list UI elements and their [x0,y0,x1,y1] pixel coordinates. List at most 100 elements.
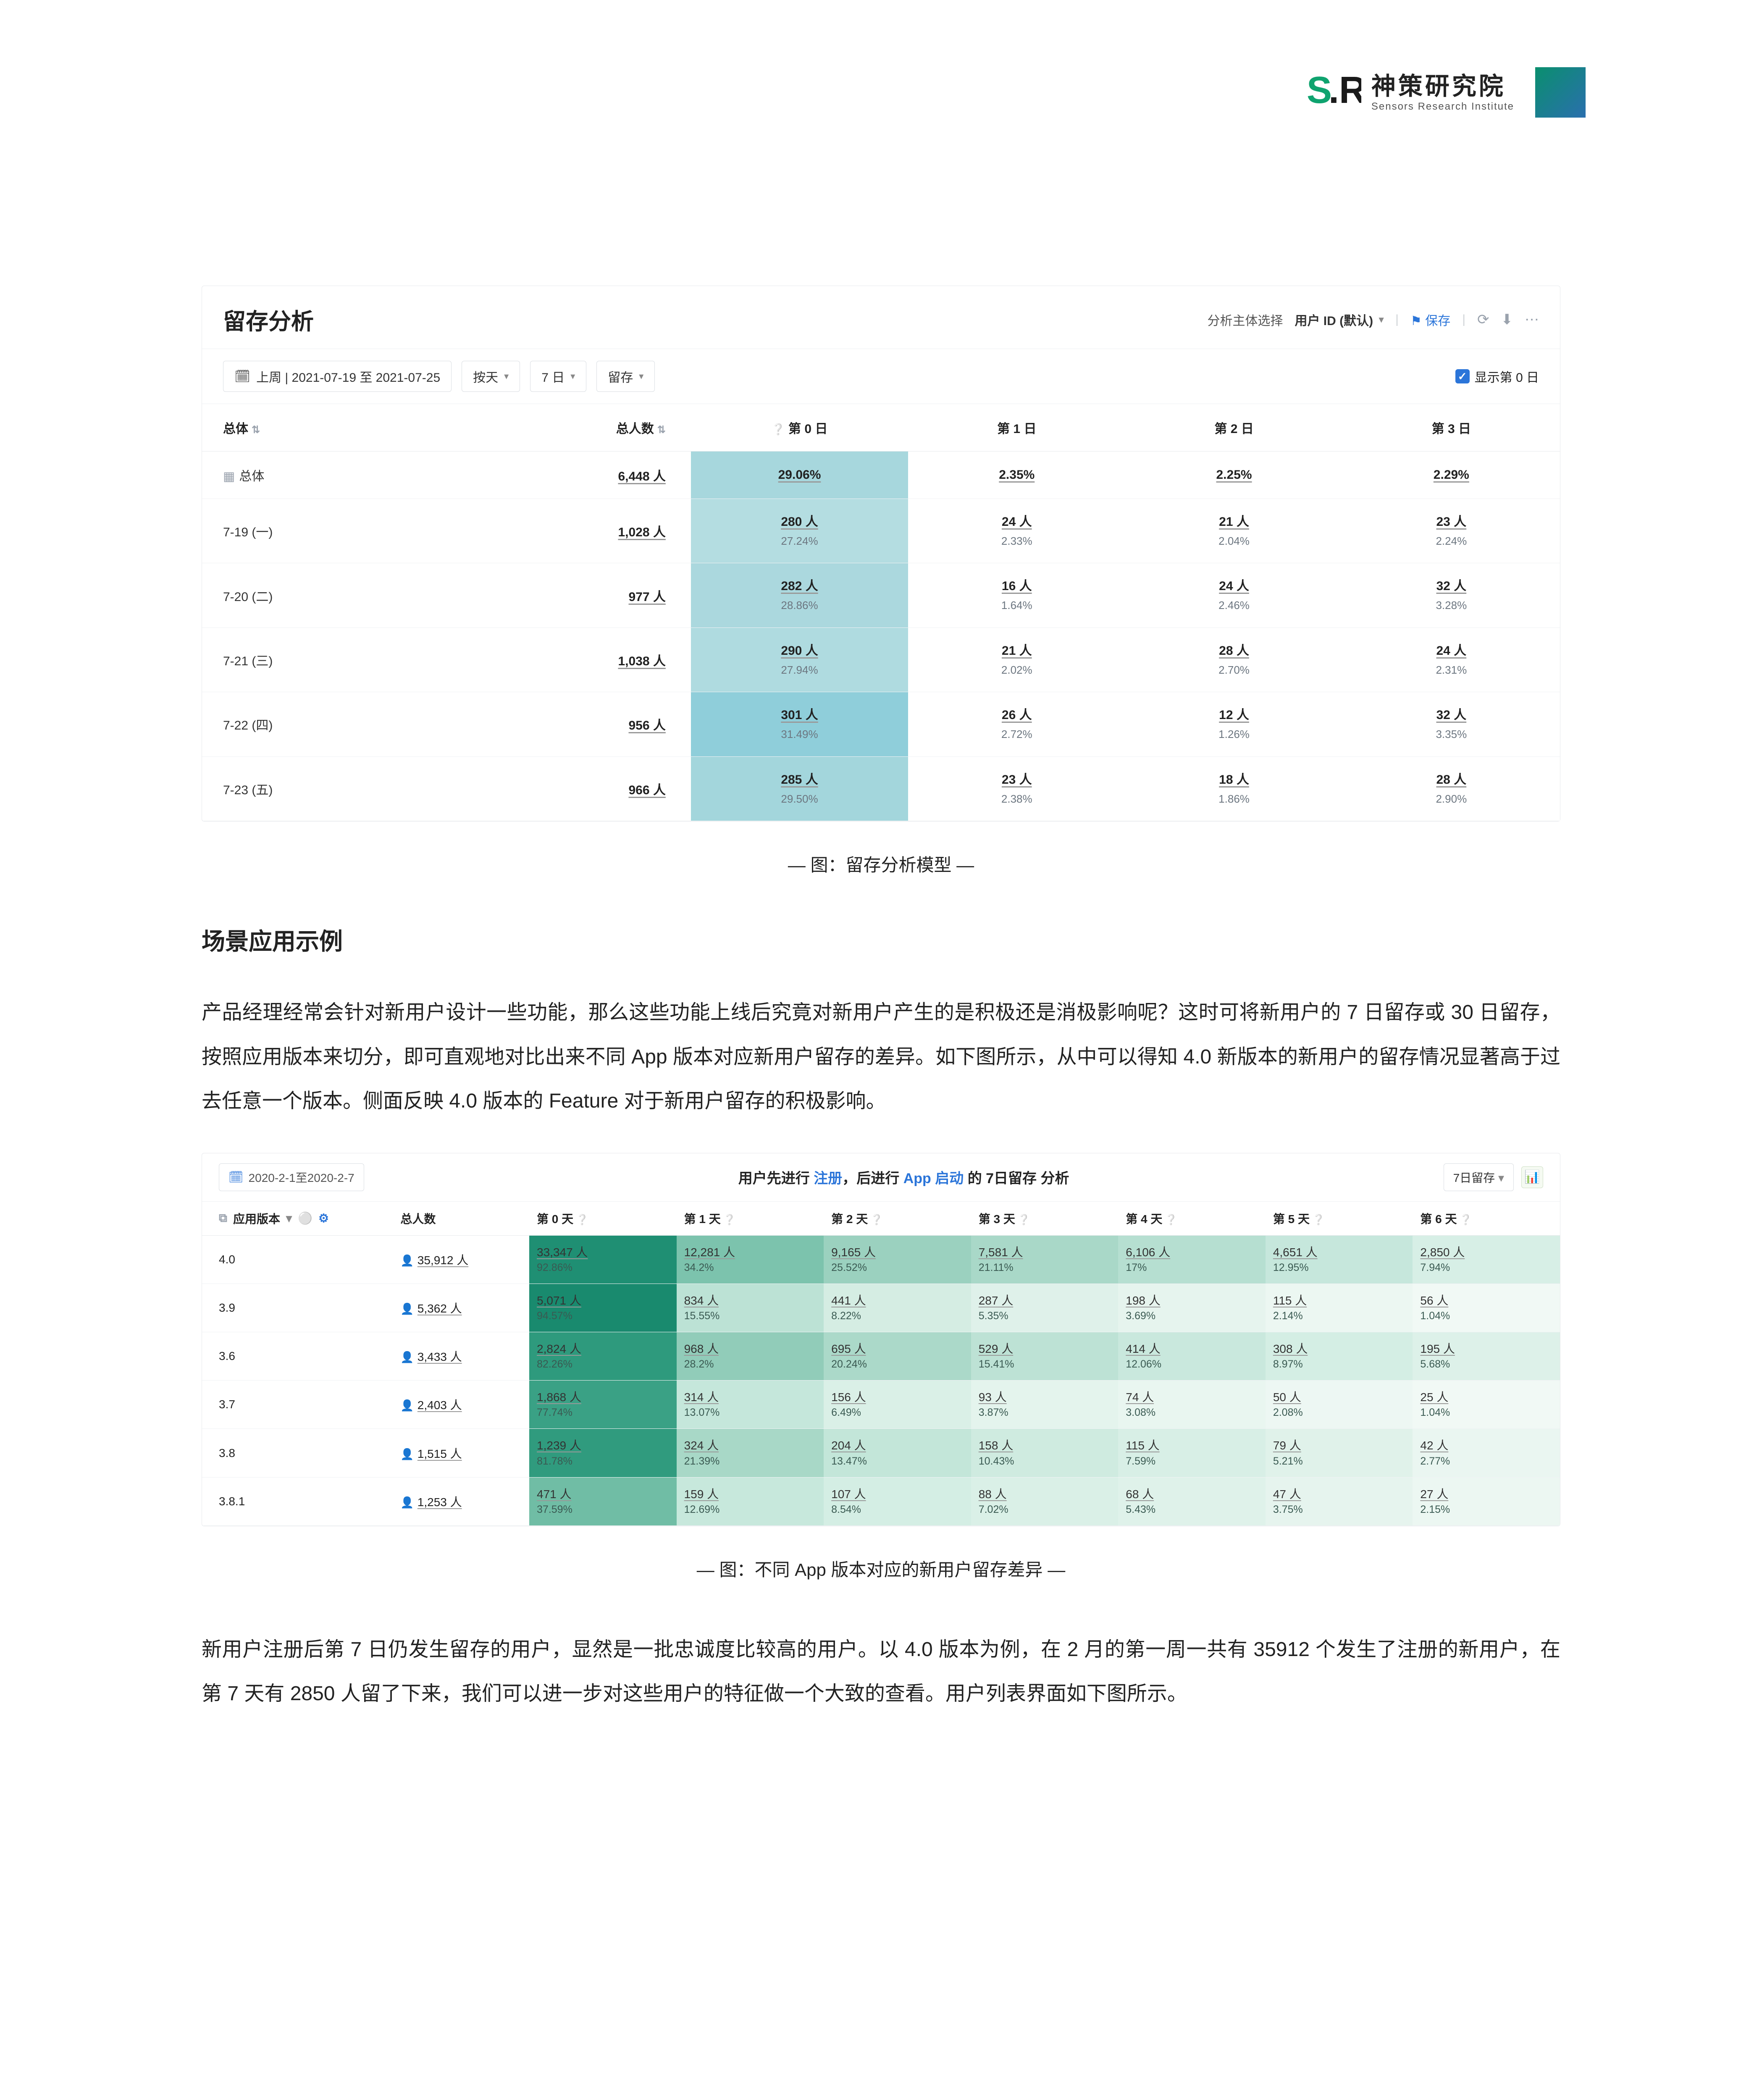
retention-cell[interactable]: 115 人2.14% [1266,1284,1413,1332]
row-total[interactable]: 977 人 [474,563,691,627]
retention-cell[interactable]: 5,071 人94.57% [529,1284,677,1332]
retention-cell[interactable]: 314 人13.07% [677,1381,824,1429]
gear-icon[interactable]: ⚙ [318,1211,329,1225]
version-cell[interactable]: 4.0 [202,1235,393,1284]
retention-cell[interactable]: 24 人2.33% [908,499,1125,563]
row-total[interactable]: 966 人 [474,756,691,821]
version-total[interactable]: 👤1,515 人 [393,1429,529,1477]
retention-cell[interactable]: 32 人3.35% [1343,692,1560,756]
version-cell[interactable]: 3.7 [202,1381,393,1429]
retention-cell[interactable]: 50 人2.08% [1266,1381,1413,1429]
retention-cell[interactable]: 1,239 人81.78% [529,1429,677,1477]
row-label[interactable]: ▦总体 [202,452,474,499]
retention-cell[interactable]: 308 人8.97% [1266,1332,1413,1381]
col-d3[interactable]: 第 3 天❔ [971,1202,1119,1236]
retention-cell[interactable]: 79 人5.21% [1266,1429,1413,1477]
retention-cell[interactable]: 290 人27.94% [691,627,908,692]
version-total[interactable]: 👤1,253 人 [393,1477,529,1525]
retention-cell[interactable]: 2.35% [908,452,1125,499]
retention-cell[interactable]: 23 人2.24% [1343,499,1560,563]
col-day3[interactable]: 第 3 日 [1343,404,1560,452]
retention-cell[interactable]: 414 人12.06% [1118,1332,1266,1381]
version-total[interactable]: 👤2,403 人 [393,1381,529,1429]
retention-cell[interactable]: 156 人6.49% [824,1381,971,1429]
version-cell[interactable]: 3.6 [202,1332,393,1381]
retention-cell[interactable]: 12 人1.26% [1125,692,1342,756]
retention-cell[interactable]: 74 人3.08% [1118,1381,1266,1429]
retention-cell[interactable]: 285 人29.50% [691,756,908,821]
retention-cell[interactable]: 195 人5.68% [1413,1332,1560,1381]
col-day2[interactable]: 第 2 日 [1125,404,1342,452]
retention-cell[interactable]: 28 人2.70% [1125,627,1342,692]
version-cell[interactable]: 3.9 [202,1284,393,1332]
metric-select[interactable]: 留存 ▾ [596,361,655,392]
row-label[interactable]: 7-20 (二) [202,563,474,627]
col-d0[interactable]: 第 0 天❔ [529,1202,677,1236]
retention-cell[interactable]: 107 人8.54% [824,1477,971,1525]
retention-cell[interactable]: 6,106 人17% [1118,1235,1266,1284]
retention-cell[interactable]: 18 人1.86% [1125,756,1342,821]
col-version[interactable]: ⧉ 应用版本 ▾ ⚪ ⚙ [202,1202,393,1236]
col-d5[interactable]: 第 5 天❔ [1266,1202,1413,1236]
col-d1[interactable]: 第 1 天❔ [677,1202,824,1236]
row-label[interactable]: 7-22 (四) [202,692,474,756]
retention-cell[interactable]: 198 人3.69% [1118,1284,1266,1332]
retention-cell[interactable]: 26 人2.72% [908,692,1125,756]
retention-cell[interactable]: 159 人12.69% [677,1477,824,1525]
col-day1[interactable]: 第 1 日 [908,404,1125,452]
retention-cell[interactable]: 115 人7.59% [1118,1429,1266,1477]
version-total[interactable]: 👤35,912 人 [393,1235,529,1284]
retention-cell[interactable]: 28 人2.90% [1343,756,1560,821]
retention-cell[interactable]: 21 人2.02% [908,627,1125,692]
retention-cell[interactable]: 47 人3.75% [1266,1477,1413,1525]
retention-cell[interactable]: 88 人7.02% [971,1477,1119,1525]
more-icon[interactable]: ⋯ [1525,311,1539,328]
retention-cell[interactable]: 834 人15.55% [677,1284,824,1332]
retention-cell[interactable]: 1,868 人77.74% [529,1381,677,1429]
refresh-icon[interactable]: ⟳ [1477,311,1489,328]
version-total[interactable]: 👤5,362 人 [393,1284,529,1332]
version-cell[interactable]: 3.8.1 [202,1477,393,1525]
retention-cell[interactable]: 282 人28.86% [691,563,908,627]
row-total[interactable]: 1,038 人 [474,627,691,692]
version-total[interactable]: 👤3,433 人 [393,1332,529,1381]
col-d2[interactable]: 第 2 天❔ [824,1202,971,1236]
retention-cell[interactable]: 23 人2.38% [908,756,1125,821]
retention-cell[interactable]: 529 人15.41% [971,1332,1119,1381]
save-button[interactable]: ⚑ 保存 [1410,310,1450,329]
retention-cell[interactable]: 24 人2.46% [1125,563,1342,627]
retention-cell[interactable]: 158 人10.43% [971,1429,1119,1477]
retention-cell[interactable]: 32 人3.28% [1343,563,1560,627]
chart-toggle-button[interactable]: 📊 [1521,1166,1543,1188]
retention-cell[interactable]: 2,850 人7.94% [1413,1235,1560,1284]
row-label[interactable]: 7-21 (三) [202,627,474,692]
row-total[interactable]: 1,028 人 [474,499,691,563]
retention-cell[interactable]: 2,824 人82.26% [529,1332,677,1381]
retention-cell[interactable]: 29.06% [691,452,908,499]
row-total[interactable]: 956 人 [474,692,691,756]
row-label[interactable]: 7-19 (一) [202,499,474,563]
col-day0[interactable]: ❔第 0 日 [691,404,908,452]
retention-cell[interactable]: 24 人2.31% [1343,627,1560,692]
retention-cell[interactable]: 25 人1.04% [1413,1381,1560,1429]
retention-cell[interactable]: 324 人21.39% [677,1429,824,1477]
retention-cell[interactable]: 56 人1.04% [1413,1284,1560,1332]
col-total[interactable]: 总人数 [393,1202,529,1236]
retention-cell[interactable]: 204 人13.47% [824,1429,971,1477]
retention-cell[interactable]: 2.29% [1343,452,1560,499]
retention-cell[interactable]: 2.25% [1125,452,1342,499]
retention-cell[interactable]: 9,165 人25.52% [824,1235,971,1284]
col-d6[interactable]: 第 6 天❔ [1413,1202,1560,1236]
retention-cell[interactable]: 471 人37.59% [529,1477,677,1525]
retention-cell[interactable]: 27 人2.15% [1413,1477,1560,1525]
retention-cell[interactable]: 301 人31.49% [691,692,908,756]
retention-cell[interactable]: 21 人2.04% [1125,499,1342,563]
retention-cell[interactable]: 4,651 人12.95% [1266,1235,1413,1284]
show-day0-toggle[interactable]: ✓ 显示第 0 日 [1455,367,1539,386]
retention-cell[interactable]: 280 人27.24% [691,499,908,563]
retention-cell[interactable]: 68 人5.43% [1118,1477,1266,1525]
retention-cell[interactable]: 695 人20.24% [824,1332,971,1381]
retention-cell[interactable]: 441 人8.22% [824,1284,971,1332]
row-label[interactable]: 7-23 (五) [202,756,474,821]
filter-icon[interactable]: ⚪ [298,1211,312,1225]
